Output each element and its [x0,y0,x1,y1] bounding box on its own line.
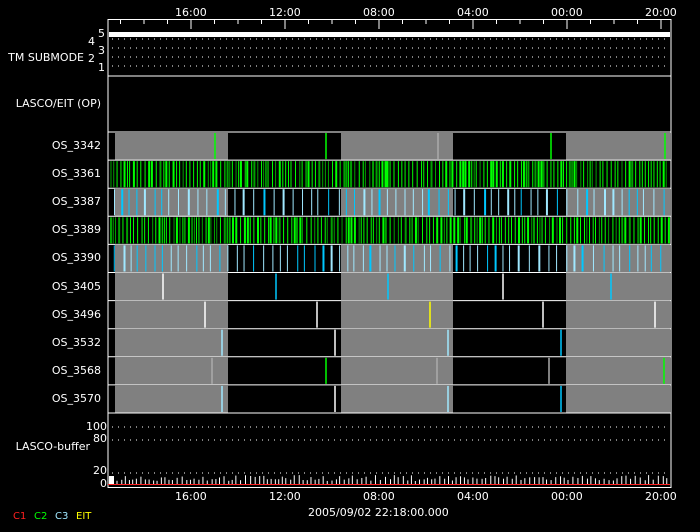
row-label: OS_3568 [51,363,101,377]
row-label: OS_3361 [51,167,101,181]
buffer-tick: 0 [100,477,107,490]
submode-tick: 3 [98,43,105,57]
row-label: OS_3390 [51,251,101,265]
top-tick-label: 04:00 [457,6,489,19]
top-tick-label: 20:00 [645,6,677,19]
submode-tick: 2 [88,52,95,66]
scheduled-band [115,188,228,217]
scheduled-band [341,356,453,385]
scheduled-band [341,300,453,329]
row-label: OS_3387 [51,195,101,209]
scheduled-band [566,356,670,385]
scheduled-band [115,328,228,357]
buffer-tick: 100 [86,420,107,433]
scheduled-band [115,356,228,385]
scheduled-band [115,300,228,329]
scheduled-band [566,384,670,413]
scheduled-band [115,384,228,413]
buffer-bar [109,476,114,484]
bottom-tick-label: 08:00 [363,490,395,503]
bottom-tick-label: 04:00 [457,490,489,503]
legend-eit: EIT [76,511,92,522]
submode-label: TM SUBMODE [8,51,84,64]
scheduled-band [341,272,453,301]
op-panel-label: LASCO/EIT (OP) [15,97,101,110]
legend-c1: C1 [13,511,27,522]
scheduled-band [566,272,670,301]
scheduled-band [341,132,453,161]
row-label: OS_3496 [51,307,101,321]
submode-tick: 4 [88,35,95,49]
top-tick-label: 16:00 [175,6,207,19]
row-label: OS_3532 [51,335,101,349]
submode-bar [109,32,670,37]
scheduled-band [341,244,453,273]
legend-c3: C3 [55,511,69,522]
buffer-tick: 80 [93,432,107,445]
bottom-tick-label: 12:00 [269,490,301,503]
legend-c2: C2 [34,511,48,522]
buffer-label: LASCO-buffer [15,440,90,453]
row-label: OS_3389 [51,223,101,237]
top-tick-label: 12:00 [269,6,301,19]
bottom-tick-label: 16:00 [175,490,207,503]
submode-tick: 5 [98,27,105,40]
top-tick-label: 00:00 [551,6,583,19]
buffer-tick: 20 [93,464,107,477]
date-label: 2005/09/02 22:18:00.000 [308,506,449,519]
bottom-tick-label: 00:00 [551,490,583,503]
scheduled-band [341,328,453,357]
scheduled-band [341,188,453,217]
bottom-tick-label: 20:00 [645,490,677,503]
top-tick-label: 08:00 [363,6,395,19]
scheduled-band [566,132,670,161]
row-label: OS_3342 [51,139,101,152]
scheduled-band [115,272,228,301]
scheduled-band [566,328,670,357]
submode-tick: 1 [98,60,105,74]
row-label: OS_3405 [51,279,101,293]
scheduled-band [341,384,453,413]
scheduled-band [566,300,670,329]
plot-frame [107,19,672,488]
row-label: OS_3570 [51,391,101,405]
scheduled-band [115,132,228,161]
scheduled-band [566,188,670,217]
